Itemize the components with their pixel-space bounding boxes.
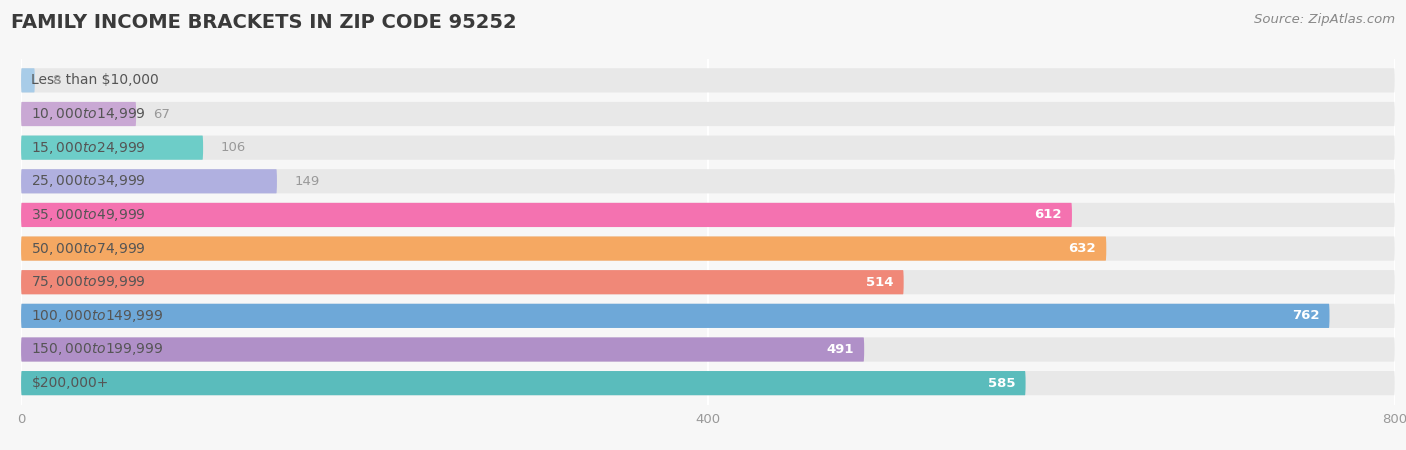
FancyBboxPatch shape [21,338,1395,362]
Text: $100,000 to $149,999: $100,000 to $149,999 [31,308,165,324]
Text: $150,000 to $199,999: $150,000 to $199,999 [31,342,165,357]
FancyBboxPatch shape [21,270,904,294]
Text: 612: 612 [1035,208,1062,221]
FancyBboxPatch shape [21,236,1107,261]
Text: 67: 67 [153,108,170,121]
FancyBboxPatch shape [21,304,1395,328]
FancyBboxPatch shape [21,68,35,93]
Text: 762: 762 [1292,309,1319,322]
Text: $35,000 to $49,999: $35,000 to $49,999 [31,207,146,223]
FancyBboxPatch shape [21,169,1395,194]
Text: 632: 632 [1069,242,1097,255]
Text: Less than $10,000: Less than $10,000 [31,73,159,87]
Text: $15,000 to $24,999: $15,000 to $24,999 [31,140,146,156]
FancyBboxPatch shape [21,338,865,362]
FancyBboxPatch shape [21,169,277,194]
FancyBboxPatch shape [21,102,136,126]
FancyBboxPatch shape [21,68,1395,93]
FancyBboxPatch shape [21,371,1025,395]
Text: 8: 8 [52,74,60,87]
FancyBboxPatch shape [21,270,1395,294]
Text: 514: 514 [866,276,893,289]
Text: $25,000 to $34,999: $25,000 to $34,999 [31,173,146,189]
FancyBboxPatch shape [21,203,1395,227]
Text: 491: 491 [827,343,853,356]
Text: 106: 106 [221,141,246,154]
Text: $200,000+: $200,000+ [31,376,108,390]
Text: $50,000 to $74,999: $50,000 to $74,999 [31,241,146,256]
Text: $10,000 to $14,999: $10,000 to $14,999 [31,106,146,122]
Text: Source: ZipAtlas.com: Source: ZipAtlas.com [1254,14,1395,27]
Text: $75,000 to $99,999: $75,000 to $99,999 [31,274,146,290]
Text: FAMILY INCOME BRACKETS IN ZIP CODE 95252: FAMILY INCOME BRACKETS IN ZIP CODE 95252 [11,14,517,32]
FancyBboxPatch shape [21,135,1395,160]
Text: 585: 585 [988,377,1015,390]
FancyBboxPatch shape [21,203,1071,227]
FancyBboxPatch shape [21,371,1395,395]
FancyBboxPatch shape [21,135,202,160]
FancyBboxPatch shape [21,102,1395,126]
FancyBboxPatch shape [21,304,1330,328]
FancyBboxPatch shape [21,236,1395,261]
Text: 149: 149 [294,175,319,188]
